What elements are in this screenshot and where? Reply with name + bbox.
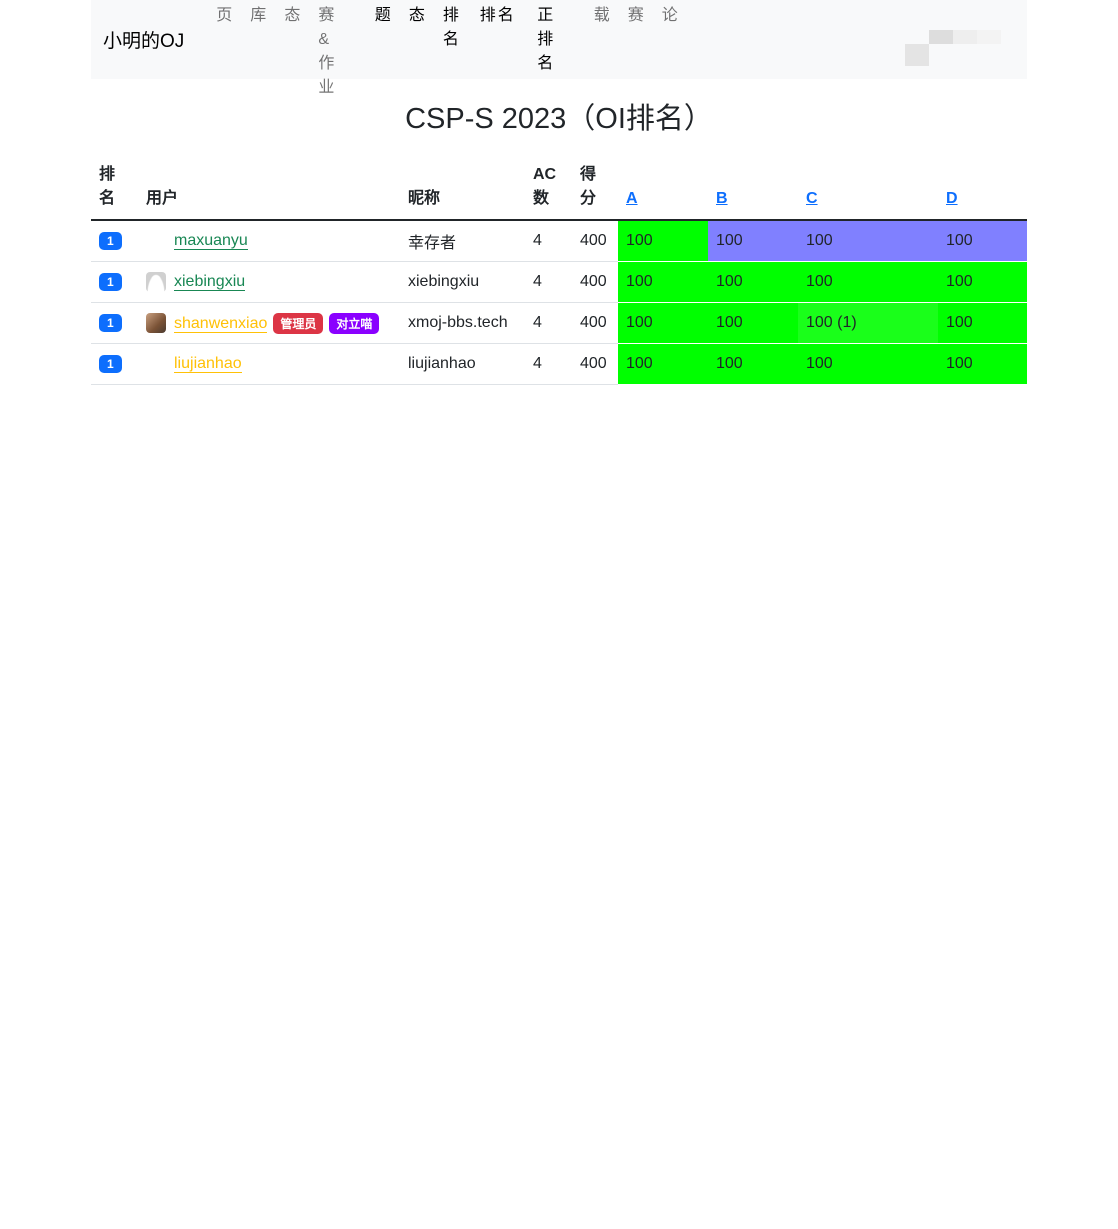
header-problem: C	[798, 159, 938, 221]
user-cell: maxuanyu	[138, 220, 400, 262]
nick-cell: xmoj-bbs.tech	[400, 302, 525, 344]
problem-score-cell: 100	[938, 220, 1027, 262]
score-cell: 400	[572, 220, 618, 262]
user-link[interactable]: shanwenxiao	[174, 314, 268, 333]
problem-link[interactable]: B	[716, 190, 728, 207]
nav-item[interactable]: 月赛	[627, 6, 646, 24]
nav-item[interactable]: ACM 排名	[479, 6, 516, 24]
user-cell: liujianhao	[138, 343, 400, 385]
nav-item[interactable]: 竞赛&作业	[318, 6, 337, 96]
problem-link[interactable]: C	[806, 190, 818, 207]
page-title: CSP-S 2023（OI排名）	[405, 103, 713, 135]
header-problem: A	[618, 159, 708, 221]
nav-item: ]	[563, 0, 585, 100]
header-ac: AC数	[525, 159, 572, 221]
problem-score-cell: 100	[708, 343, 798, 385]
problem-link[interactable]: A	[626, 190, 638, 207]
nick-cell: xiebingxiu	[400, 261, 525, 303]
rank-badge: 1	[99, 314, 122, 332]
avatar	[146, 313, 166, 334]
brand-logo[interactable]: 小明的OJ	[103, 31, 185, 52]
navbar: 小明的OJ 首页题库状态竞赛&作业[问题状态OI 排名ACM 排名订正 排名]下…	[91, 0, 1027, 96]
user-badge: 管理员	[273, 312, 324, 334]
problem-score-cell: 100	[938, 343, 1027, 385]
user-cell: xiebingxiu	[138, 261, 400, 303]
nav-item[interactable]: 状态	[284, 6, 303, 24]
score-cell: 400	[572, 343, 618, 385]
header-problem: B	[708, 159, 798, 221]
problem-score-cell: 100	[618, 220, 708, 262]
table-row: 1 shanwenxiao 管理员 对立喵 xmoj-bbs.tech 4 400 1…	[91, 302, 1027, 344]
nick-cell: 幸存者	[400, 220, 525, 262]
rank-cell: 1	[91, 302, 138, 344]
problem-score-cell: 100	[708, 220, 798, 262]
problem-score-cell: 100	[938, 302, 1027, 344]
table-row: 1 maxuanyu 幸存者 4 400 100 100 100 100	[91, 220, 1027, 262]
score-cell: 400	[572, 261, 618, 303]
nav-item[interactable]: 题库	[250, 6, 269, 24]
rank-badge: 1	[99, 355, 122, 373]
nav-item: [	[344, 0, 366, 100]
problem-score-cell: 100 (1)	[798, 302, 938, 344]
problem-score-cell: 100	[938, 261, 1027, 303]
table-row: 1 xiebingxiu xiebingxiu 4 400 100 100 100 10…	[91, 261, 1027, 303]
ranking-table: 排名 用户 昵称 AC数 得分 A B C D 1 maxuanyu 幸存者 4 40…	[91, 159, 1027, 385]
score-cell: 400	[572, 302, 618, 344]
user-link[interactable]: maxuanyu	[174, 232, 248, 251]
nav-item[interactable]: 下载	[593, 6, 612, 24]
problem-score-cell: 100	[618, 343, 708, 385]
nav-item[interactable]: 讨论	[661, 6, 680, 24]
problem-score-cell: 100	[708, 261, 798, 303]
header-score: 得分	[572, 159, 618, 221]
header-problem: D	[938, 159, 1027, 221]
rank-cell: 1	[91, 220, 138, 262]
user-avatar-blurred[interactable]	[905, 30, 1027, 66]
nav-item[interactable]: 订正 排名	[537, 6, 556, 72]
ac-cell: 4	[525, 261, 572, 303]
rank-badge: 1	[99, 232, 122, 250]
problem-score-cell: 100	[798, 220, 938, 262]
rank-cell: 1	[91, 343, 138, 385]
user-badge: 对立喵	[329, 312, 380, 334]
header-rank: 排名	[91, 159, 138, 221]
user-link[interactable]: xiebingxiu	[174, 273, 246, 292]
ac-cell: 4	[525, 343, 572, 385]
problem-link[interactable]: D	[946, 190, 958, 207]
user-cell: shanwenxiao 管理员 对立喵	[138, 302, 400, 344]
problem-score-cell: 100	[618, 302, 708, 344]
problem-score-cell: 100	[708, 302, 798, 344]
ac-cell: 4	[525, 220, 572, 262]
header-user: 用户	[138, 159, 400, 221]
nav-item[interactable]: OI 排名	[442, 6, 461, 48]
nav-item[interactable]: 首页	[216, 6, 235, 24]
header-nick: 昵称	[400, 159, 525, 221]
table-row: 1 liujianhao liujianhao 4 400 100 100 100 10…	[91, 343, 1027, 385]
rank-cell: 1	[91, 261, 138, 303]
ac-cell: 4	[525, 302, 572, 344]
nav-item[interactable]: 状态	[408, 6, 427, 24]
user-link[interactable]: liujianhao	[174, 355, 242, 374]
nick-cell: liujianhao	[400, 343, 525, 385]
nav-item[interactable]: 问题	[374, 6, 393, 24]
problem-score-cell: 100	[618, 261, 708, 303]
rank-badge: 1	[99, 273, 122, 291]
problem-score-cell: 100	[798, 343, 938, 385]
avatar	[146, 272, 166, 292]
problem-score-cell: 100	[798, 261, 938, 303]
